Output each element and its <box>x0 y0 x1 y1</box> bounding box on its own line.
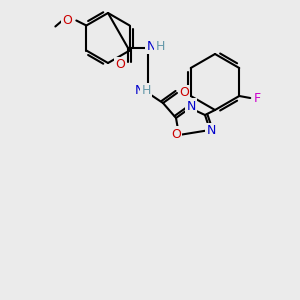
Text: O: O <box>179 86 189 100</box>
Text: N: N <box>134 85 144 98</box>
Text: N: N <box>146 40 156 52</box>
Text: F: F <box>254 92 261 104</box>
Text: H: H <box>155 40 165 52</box>
Text: N: N <box>186 100 196 112</box>
Text: H: H <box>141 85 151 98</box>
Text: N: N <box>206 124 216 137</box>
Text: O: O <box>115 58 125 71</box>
Text: O: O <box>171 128 181 140</box>
Text: O: O <box>62 14 72 27</box>
